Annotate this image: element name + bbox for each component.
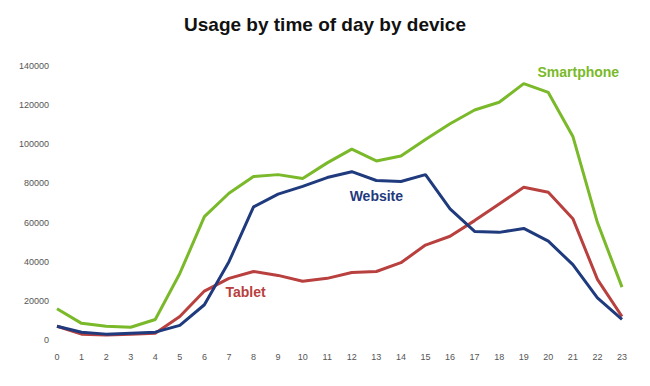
svg-text:17: 17 (470, 352, 480, 362)
svg-text:1: 1 (79, 352, 84, 362)
svg-text:3: 3 (128, 352, 133, 362)
svg-text:9: 9 (276, 352, 281, 362)
svg-text:23: 23 (617, 352, 627, 362)
svg-text:21: 21 (568, 352, 578, 362)
svg-text:20000: 20000 (24, 296, 49, 306)
svg-text:6: 6 (202, 352, 207, 362)
svg-text:22: 22 (592, 352, 602, 362)
svg-text:13: 13 (371, 352, 381, 362)
svg-text:20: 20 (543, 352, 553, 362)
svg-text:40000: 40000 (24, 257, 49, 267)
svg-text:8: 8 (251, 352, 256, 362)
svg-text:15: 15 (420, 352, 430, 362)
svg-text:100000: 100000 (19, 139, 49, 149)
svg-text:0: 0 (44, 335, 49, 345)
svg-text:10: 10 (298, 352, 308, 362)
svg-text:19: 19 (519, 352, 529, 362)
svg-text:4: 4 (153, 352, 158, 362)
svg-text:2: 2 (104, 352, 109, 362)
svg-text:0: 0 (54, 352, 59, 362)
svg-text:60000: 60000 (24, 218, 49, 228)
svg-text:7: 7 (226, 352, 231, 362)
svg-text:5: 5 (177, 352, 182, 362)
svg-text:140000: 140000 (19, 61, 49, 71)
svg-text:Smartphone: Smartphone (537, 64, 619, 80)
svg-text:Website: Website (350, 188, 404, 204)
svg-text:Tablet: Tablet (225, 284, 266, 300)
svg-text:16: 16 (445, 352, 455, 362)
svg-text:14: 14 (396, 352, 406, 362)
svg-text:Usage by time of day by device: Usage by time of day by device (184, 14, 466, 35)
svg-text:11: 11 (323, 352, 332, 362)
svg-text:80000: 80000 (24, 178, 49, 188)
svg-text:12: 12 (347, 352, 357, 362)
svg-text:120000: 120000 (19, 100, 49, 110)
svg-text:18: 18 (494, 352, 504, 362)
